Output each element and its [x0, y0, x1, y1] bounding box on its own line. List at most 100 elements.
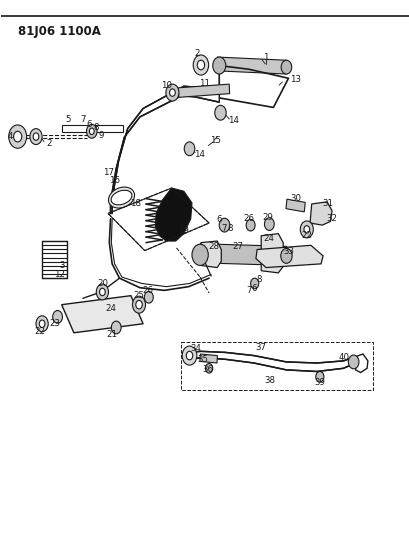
Circle shape [245, 219, 254, 231]
Polygon shape [216, 57, 286, 74]
Text: 30: 30 [289, 194, 300, 203]
Text: 8: 8 [93, 123, 99, 132]
Text: 13: 13 [289, 75, 300, 84]
Polygon shape [200, 241, 221, 268]
Circle shape [212, 57, 225, 74]
Circle shape [144, 292, 153, 303]
Text: 38: 38 [264, 376, 275, 385]
Text: 34: 34 [190, 344, 201, 353]
Text: 39: 39 [314, 377, 324, 386]
Text: 32: 32 [326, 214, 337, 223]
Circle shape [250, 278, 258, 289]
Circle shape [280, 248, 292, 263]
Text: 81J06 1100A: 81J06 1100A [18, 25, 100, 38]
Circle shape [303, 225, 309, 233]
Circle shape [99, 288, 105, 296]
Polygon shape [155, 188, 191, 241]
Text: 16: 16 [109, 176, 120, 185]
Text: 27: 27 [231, 242, 243, 251]
Text: 10: 10 [160, 80, 171, 90]
Circle shape [205, 364, 212, 373]
Text: 20: 20 [97, 279, 108, 288]
Text: 21: 21 [106, 330, 117, 339]
Circle shape [111, 321, 121, 334]
Polygon shape [309, 202, 331, 225]
Text: 6: 6 [86, 120, 92, 129]
Circle shape [135, 301, 142, 309]
Circle shape [36, 316, 48, 332]
Circle shape [186, 351, 192, 360]
Text: 22: 22 [34, 327, 45, 336]
Text: 14: 14 [227, 116, 238, 125]
Text: 7: 7 [245, 286, 251, 295]
Circle shape [9, 125, 27, 148]
Text: 24: 24 [105, 304, 116, 313]
Text: 37: 37 [255, 343, 266, 352]
Circle shape [197, 60, 204, 70]
Circle shape [193, 55, 208, 75]
Circle shape [184, 142, 194, 156]
Circle shape [191, 244, 208, 265]
Text: 33: 33 [282, 247, 293, 256]
Text: 28: 28 [208, 242, 219, 251]
Polygon shape [200, 244, 286, 265]
Circle shape [39, 320, 45, 327]
Text: 8: 8 [227, 224, 232, 233]
Text: 11: 11 [199, 79, 210, 88]
Polygon shape [261, 233, 283, 273]
Text: 12: 12 [54, 270, 65, 279]
Text: 22: 22 [301, 231, 312, 240]
Text: 24: 24 [263, 235, 274, 244]
Circle shape [86, 124, 97, 138]
Polygon shape [178, 84, 229, 98]
Circle shape [182, 346, 196, 365]
Circle shape [96, 284, 108, 300]
Circle shape [264, 217, 274, 230]
Text: 9: 9 [98, 131, 103, 140]
Polygon shape [255, 245, 322, 268]
Circle shape [299, 221, 312, 238]
Text: 36: 36 [202, 366, 213, 374]
Text: 14: 14 [193, 150, 204, 159]
Polygon shape [200, 354, 217, 363]
Circle shape [281, 60, 291, 74]
Circle shape [30, 128, 42, 144]
Polygon shape [61, 296, 143, 333]
Text: 40: 40 [338, 353, 349, 362]
Circle shape [315, 372, 323, 382]
Text: 8: 8 [255, 275, 261, 284]
Text: 17: 17 [102, 167, 113, 176]
Text: 3: 3 [59, 261, 64, 270]
Polygon shape [285, 199, 305, 212]
Text: 26: 26 [243, 214, 254, 223]
Text: 4: 4 [8, 132, 13, 141]
Polygon shape [61, 125, 122, 132]
Text: 2: 2 [47, 139, 52, 148]
Circle shape [13, 131, 22, 142]
Ellipse shape [111, 190, 132, 205]
Text: 1: 1 [263, 53, 268, 62]
Polygon shape [189, 351, 355, 372]
Circle shape [53, 311, 62, 323]
Polygon shape [355, 354, 367, 373]
Circle shape [33, 133, 39, 140]
Text: 5: 5 [66, 115, 71, 124]
Text: 7: 7 [221, 224, 227, 233]
Text: 2: 2 [193, 49, 199, 58]
Polygon shape [110, 86, 219, 214]
Text: 19: 19 [178, 226, 189, 235]
Circle shape [89, 128, 94, 134]
Circle shape [214, 106, 226, 120]
Text: 31: 31 [322, 199, 333, 208]
Ellipse shape [108, 187, 134, 208]
Text: 6: 6 [250, 284, 256, 293]
Text: 29: 29 [262, 213, 273, 222]
Text: 18: 18 [130, 199, 141, 208]
Text: 7: 7 [80, 115, 85, 124]
Circle shape [166, 84, 178, 101]
Circle shape [219, 218, 229, 232]
Text: 6: 6 [216, 215, 221, 224]
Text: 35: 35 [197, 355, 208, 364]
Text: 23: 23 [49, 319, 61, 328]
Text: 25: 25 [133, 291, 144, 300]
